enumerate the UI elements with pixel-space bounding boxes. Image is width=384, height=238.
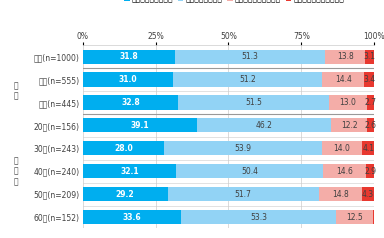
Text: 29.2: 29.2: [116, 190, 134, 199]
Bar: [325, 50, 365, 64]
Bar: [83, 210, 180, 224]
Text: 28.0: 28.0: [114, 144, 133, 153]
Bar: [331, 118, 367, 133]
Text: 46.2: 46.2: [256, 121, 273, 130]
Text: 53.3: 53.3: [250, 213, 267, 222]
Text: 3.1: 3.1: [364, 52, 376, 61]
Text: 50.4: 50.4: [241, 167, 258, 176]
Bar: [336, 210, 372, 224]
Bar: [323, 164, 366, 178]
Bar: [83, 187, 168, 201]
Text: 13.0: 13.0: [339, 98, 356, 107]
Bar: [197, 118, 331, 133]
Bar: [178, 95, 329, 109]
Bar: [372, 210, 375, 224]
Bar: [366, 95, 374, 109]
Text: 2.9: 2.9: [364, 167, 376, 176]
Text: 14.4: 14.4: [335, 75, 352, 84]
Text: 51.5: 51.5: [245, 98, 262, 107]
Text: 32.1: 32.1: [120, 167, 139, 176]
Bar: [329, 95, 366, 109]
Text: 14.6: 14.6: [336, 167, 353, 176]
Bar: [83, 50, 175, 64]
Bar: [176, 164, 323, 178]
Bar: [83, 95, 178, 109]
Text: 13.8: 13.8: [337, 52, 354, 61]
Text: 4.1: 4.1: [362, 144, 374, 153]
Text: 39.1: 39.1: [130, 121, 149, 130]
Text: 3.4: 3.4: [363, 75, 376, 84]
Text: 2.6: 2.6: [365, 121, 377, 130]
Bar: [319, 187, 362, 201]
Legend: とても心がけている, やや心がけている, あまり心がけていない, まったく心がけていない: とても心がけている, やや心がけている, あまり心がけていない, まったく心がけ…: [124, 0, 344, 3]
Bar: [365, 50, 374, 64]
Bar: [173, 73, 323, 87]
Text: 33.6: 33.6: [122, 213, 141, 222]
Text: 12.5: 12.5: [346, 213, 363, 222]
Bar: [180, 210, 336, 224]
Text: 性
別: 性 別: [13, 81, 18, 101]
Text: 年
代
別: 年 代 別: [13, 156, 18, 186]
Bar: [168, 187, 319, 201]
Bar: [83, 164, 176, 178]
Bar: [175, 50, 325, 64]
Bar: [164, 141, 321, 155]
Bar: [367, 118, 375, 133]
Bar: [323, 73, 364, 87]
Text: 51.2: 51.2: [239, 75, 256, 84]
Text: 53.9: 53.9: [234, 144, 252, 153]
Bar: [362, 141, 374, 155]
Bar: [364, 73, 374, 87]
Bar: [366, 164, 374, 178]
Bar: [83, 141, 164, 155]
Bar: [362, 187, 374, 201]
Text: 31.0: 31.0: [119, 75, 137, 84]
Text: 12.2: 12.2: [341, 121, 358, 130]
Text: 4.3: 4.3: [362, 190, 374, 199]
Text: 2.7: 2.7: [364, 98, 376, 107]
Text: 32.8: 32.8: [121, 98, 140, 107]
Bar: [321, 141, 362, 155]
Text: 14.0: 14.0: [334, 144, 351, 153]
Bar: [83, 118, 197, 133]
Text: 51.3: 51.3: [242, 52, 259, 61]
Bar: [83, 73, 173, 87]
Text: 14.8: 14.8: [332, 190, 349, 199]
Text: 51.7: 51.7: [235, 190, 252, 199]
Text: 31.8: 31.8: [119, 52, 138, 61]
